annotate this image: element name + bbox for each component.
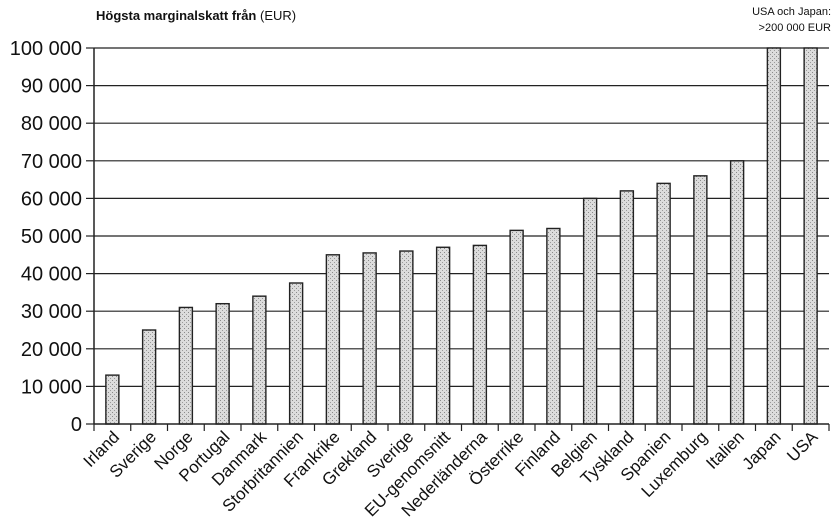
bar-16 bbox=[656, 182, 671, 425]
y-tick-label: 30 000 bbox=[21, 301, 82, 323]
bar-8 bbox=[362, 252, 377, 425]
bars bbox=[105, 47, 818, 425]
bar-11 bbox=[472, 244, 488, 425]
chart-note-line-1: USA och Japan: bbox=[752, 6, 831, 18]
bar-19 bbox=[766, 47, 782, 425]
y-tick-label: 50 000 bbox=[21, 226, 82, 248]
x-tick-label-20: USA bbox=[783, 427, 822, 466]
bar-7 bbox=[325, 254, 341, 425]
x-tick-label-18: Italien bbox=[702, 427, 748, 473]
bar-9 bbox=[399, 250, 414, 425]
y-tick-label: 100 000 bbox=[10, 38, 82, 60]
chart-note-line-2: >200 000 EUR bbox=[758, 22, 831, 34]
chart-note: USA och Japan: >200 000 EUR bbox=[752, 4, 831, 36]
chart-title-text: Högsta marginalskatt från bbox=[96, 8, 257, 23]
bar-18 bbox=[729, 160, 745, 425]
y-tick-label: 90 000 bbox=[21, 76, 82, 98]
bar-5 bbox=[252, 295, 267, 425]
y-tick-label: 80 000 bbox=[21, 113, 82, 135]
y-tick-label: 60 000 bbox=[21, 188, 82, 210]
y-tick-labels: 0 10 000 20 000 30 000 40 000 50 000 60 000 70 … bbox=[10, 38, 82, 436]
bar-15 bbox=[619, 190, 635, 425]
y-tick-label: 40 000 bbox=[21, 264, 82, 286]
bar-2 bbox=[141, 329, 157, 425]
grid-lines bbox=[94, 47, 829, 387]
x-tick-label-19: Japan bbox=[739, 427, 785, 473]
chart-title: Högsta marginalskatt från (EUR) bbox=[96, 8, 296, 23]
bar-4 bbox=[215, 302, 230, 425]
bar-3 bbox=[178, 306, 194, 425]
bar-13 bbox=[546, 227, 561, 425]
chart-title-unit: (EUR) bbox=[260, 8, 297, 23]
bar-6 bbox=[288, 282, 304, 425]
x-tick-labels: IrlandSverigeNorgePortugalDanmarkStorbri… bbox=[80, 427, 822, 520]
y-tick-label: 10 000 bbox=[21, 376, 82, 398]
bar-14 bbox=[582, 197, 598, 425]
bar-1 bbox=[105, 374, 120, 425]
y-tick-label: 70 000 bbox=[21, 151, 82, 173]
bar-20 bbox=[803, 47, 818, 425]
bar-17 bbox=[693, 175, 708, 425]
y-tick-label: 0 bbox=[71, 414, 82, 436]
bar-12 bbox=[509, 229, 524, 425]
y-tick-label: 20 000 bbox=[21, 339, 82, 361]
bar-10 bbox=[435, 246, 451, 425]
axes bbox=[86, 47, 830, 431]
